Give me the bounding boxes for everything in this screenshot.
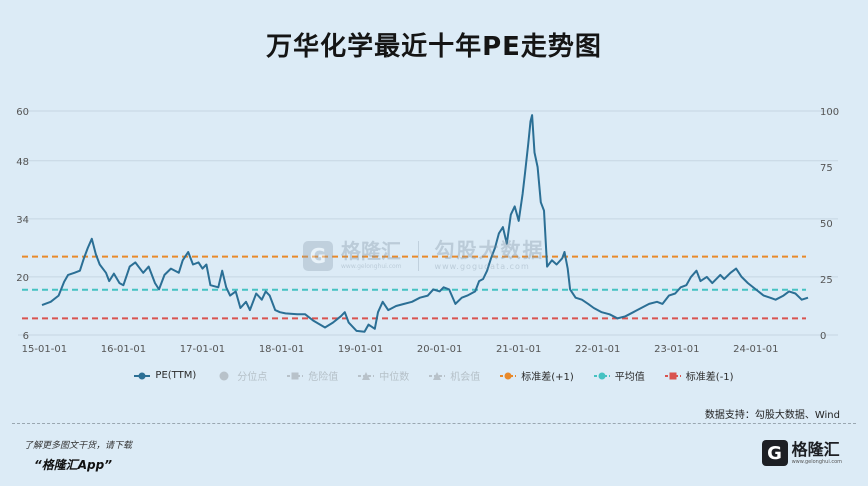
legend-label: 危险值 <box>308 372 339 383</box>
legend-swatch-icon <box>664 372 681 379</box>
x-tick-label: 17-01-01 <box>180 344 225 355</box>
promo-text: 了解更多图文干货，请下载 <box>24 441 133 451</box>
legend-item[interactable]: 危险值 <box>287 368 338 383</box>
legend-swatch-icon <box>134 372 151 379</box>
legend-label: 分位点 <box>237 372 268 383</box>
legend-swatch-icon <box>500 372 517 379</box>
y-left-tick-label: 20 <box>16 273 29 284</box>
y-right-tick-label: 100 <box>820 107 839 118</box>
x-tick-label: 18-01-01 <box>259 344 304 355</box>
brand-name: 格隆汇 <box>791 439 840 459</box>
y-left-tick-label: 48 <box>16 157 29 168</box>
legend-item[interactable]: 平均值 <box>593 368 645 383</box>
legend-label: 平均值 <box>614 372 645 383</box>
legend-swatch-icon <box>358 371 375 380</box>
pe-series-line <box>41 114 809 333</box>
legend-item[interactable]: 分位点 <box>216 368 267 383</box>
x-tick-label: 15-01-01 <box>22 344 67 355</box>
chart-legend: PE(TTM) 分位点 危险值 中位数 机会值 标准差(+1) 平均值 标准差(-1) <box>0 368 868 383</box>
brand-logo: G 格隆汇 www.gelonghui.com <box>761 439 842 466</box>
y-right-tick-label: 0 <box>820 331 826 342</box>
legend-item[interactable]: 中位数 <box>358 368 409 383</box>
data-source: 数据支持：勾股大数据、Wind <box>704 410 840 421</box>
x-tick-label: 21-01-01 <box>496 344 541 355</box>
legend-item[interactable]: 标准差(+1) <box>500 368 574 383</box>
y-right-tick-label: 50 <box>820 219 833 230</box>
x-tick-label: 16-01-01 <box>101 344 146 355</box>
chart-title: 万华化学最近十年PE走势图 <box>266 32 602 62</box>
app-name: “格隆汇App” <box>34 458 112 472</box>
y-right-tick-label: 25 <box>820 275 833 286</box>
legend-swatch-icon <box>429 371 446 380</box>
x-tick-label: 20-01-01 <box>417 344 462 355</box>
legend-label: PE(TTM) <box>155 370 197 381</box>
x-tick-label: 24-01-01 <box>733 344 778 355</box>
legend-label: 机会值 <box>450 372 481 383</box>
legend-label: 中位数 <box>379 372 410 383</box>
brand-logo-icon: G <box>761 440 788 466</box>
footer-divider <box>12 423 856 424</box>
legend-swatch-icon <box>593 372 610 379</box>
x-tick-label: 22-01-01 <box>575 344 620 355</box>
y-right-tick-label: 75 <box>820 163 833 174</box>
legend-item[interactable]: 机会值 <box>429 368 480 383</box>
x-tick-label: 19-01-01 <box>338 344 383 355</box>
legend-swatch-icon <box>219 371 229 380</box>
x-tick-label: 23-01-01 <box>654 344 699 355</box>
y-left-tick-label: 6 <box>23 331 29 342</box>
brand-url: www.gelonghui.com <box>791 458 842 465</box>
legend-item[interactable]: 标准差(-1) <box>664 368 734 383</box>
legend-label: 标准差(-1) <box>685 372 734 383</box>
legend-label: 标准差(+1) <box>521 372 574 383</box>
y-left-tick-label: 34 <box>16 215 29 226</box>
legend-swatch-icon <box>287 372 304 379</box>
legend-item[interactable]: PE(TTM) <box>134 368 196 383</box>
y-left-tick-label: 60 <box>16 107 29 118</box>
